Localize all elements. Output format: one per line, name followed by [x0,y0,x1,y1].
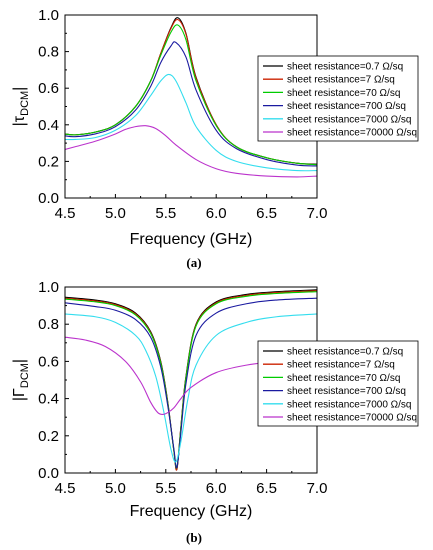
y-tick-label: 1.0 [38,7,59,24]
series-line-4 [65,41,317,167]
y-tick-label: 0.4 [38,391,59,408]
y-axis-subscript: DCM [19,91,31,116]
legend-label-3: sheet resistance=70 Ω/sq [287,88,400,99]
x-axis-title: Frequency (GHz) [130,231,253,248]
y-tick-label: 0.8 [38,316,59,333]
legend-label-1: sheet resistance=0.7 Ω/sq [287,62,403,73]
chart-panel-1: 4.5 5.0 5.5 6.0 6.5 7.0 0.0 0.2 0.4 0.6 0.8 1.0 Freq… [11,7,419,270]
y-tick-label: 1.0 [38,279,59,296]
x-tick-label: 6.0 [206,205,227,222]
x-tick-label: 7.0 [307,205,328,222]
y-tick-label: 0.8 [38,44,59,61]
legend-label-6: sheet resistance=70000 Ω/sq [287,413,417,424]
y-axis-symbol: τ [11,115,28,122]
x-tick-label: 6.0 [206,480,227,497]
y-axis-subscript: DCM [19,363,31,388]
y-axis-bar-left: | [11,397,28,401]
y-tick-label: 0.6 [38,353,59,370]
y-tick-label: 0.2 [38,153,59,170]
legend-label-4: sheet resistance=700 Ω/sq [287,101,406,112]
y-tick-label: 0.0 [38,190,59,207]
legend-box [257,55,419,142]
legend: sheet resistance=0.7 Ω/sq sheet resistanc… [257,340,419,427]
legend-box [257,340,419,427]
legend-label-4: sheet resistance=700 Ω/sq [287,386,406,397]
series-line-6 [65,336,317,415]
y-tick-label: 0.0 [38,465,59,482]
x-tick-label: 7.0 [307,480,328,497]
series-group [65,289,317,471]
panel-label: (a) [186,255,201,270]
legend-label-1: sheet resistance=0.7 Ω/sq [287,347,403,358]
x-tick-label: 6.5 [256,480,277,497]
y-tick-label: 0.6 [38,80,59,97]
y-axis-title: |τDCM| [11,87,31,127]
y-tick-label: 0.4 [38,117,59,134]
series-group [65,17,317,178]
y-axis-bar-right: | [11,87,28,91]
series-line-4 [65,297,317,469]
legend-label-6: sheet resistance=70000 Ω/sq [287,128,417,139]
x-tick-label: 4.5 [55,480,76,497]
x-tick-label: 5.5 [155,480,176,497]
legend-label-5: sheet resistance=7000 Ω/sq [287,399,412,410]
legend-label-2: sheet resistance=7 Ω/sq [287,360,395,371]
series-line-3 [65,24,317,166]
series-line-6 [65,125,317,178]
y-axis-symbol: Γ [11,388,28,397]
y-axis-title: |ΓDCM| [11,359,31,401]
y-axis-bar-left: | [11,122,28,126]
x-axis-title: Frequency (GHz) [130,503,253,520]
series-line-5 [65,313,317,463]
chart-panel-2: 4.5 5.0 5.5 6.0 6.5 7.0 0.0 0.2 0.4 0.6 0.8 1.0 Freq… [11,279,419,545]
legend: sheet resistance=0.7 Ω/sq sheet resistanc… [257,55,419,142]
x-tick-label: 4.5 [55,205,76,222]
y-axis-bar-right: | [11,359,28,363]
legend-label-2: sheet resistance=7 Ω/sq [287,75,395,86]
panel-label: (b) [186,530,202,545]
x-tick-label: 5.0 [105,205,126,222]
x-tick-label: 5.5 [155,205,176,222]
x-tick-label: 6.5 [256,205,277,222]
series-line-5 [65,73,317,172]
legend-label-5: sheet resistance=7000 Ω/sq [287,114,412,125]
legend-label-3: sheet resistance=70 Ω/sq [287,373,400,384]
y-tick-label: 0.2 [38,428,59,445]
x-tick-label: 5.0 [105,480,126,497]
